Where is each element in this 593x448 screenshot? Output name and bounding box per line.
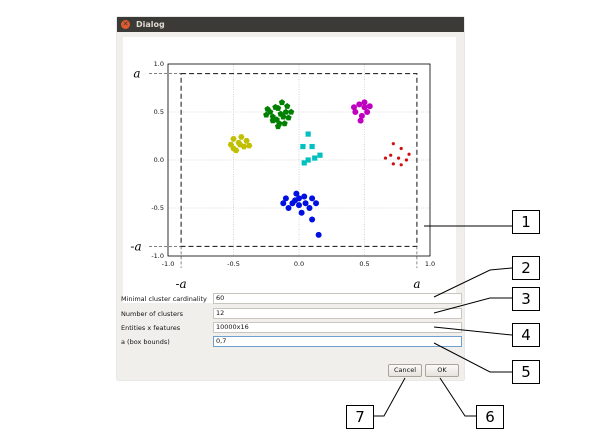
data-point bbox=[352, 109, 359, 115]
callout-5: 5 bbox=[512, 360, 540, 384]
field-label-box-bounds: a (box bounds) bbox=[121, 338, 170, 346]
data-point bbox=[246, 142, 253, 149]
data-point bbox=[399, 163, 403, 167]
data-point bbox=[293, 190, 300, 197]
x-tick-label: 0.5 bbox=[359, 260, 369, 268]
box-bounds-rect bbox=[180, 73, 418, 247]
data-point bbox=[356, 101, 363, 108]
box-bounds-input[interactable]: 0,7 bbox=[213, 336, 462, 347]
data-point bbox=[407, 152, 411, 156]
data-point bbox=[312, 155, 318, 161]
callout-6: 6 bbox=[476, 405, 504, 429]
entities-features-input[interactable]: 10000x16 bbox=[213, 322, 462, 333]
x-tick-label: 0.0 bbox=[294, 260, 304, 268]
min-cardinality-input[interactable]: 60 bbox=[213, 293, 462, 304]
data-point bbox=[243, 138, 250, 144]
x-tick-label: -0.5 bbox=[227, 260, 240, 268]
field-label-num-clusters: Number of clusters bbox=[121, 310, 184, 318]
data-point bbox=[277, 110, 284, 117]
y-tick-label: 0.0 bbox=[154, 156, 164, 164]
data-point bbox=[361, 99, 368, 106]
data-point bbox=[309, 195, 316, 202]
data-point bbox=[404, 158, 409, 162]
data-point bbox=[278, 99, 286, 106]
neg-a-y-label: -a bbox=[130, 239, 141, 253]
field-label-entities-features: Entities x features bbox=[121, 324, 181, 332]
data-point bbox=[361, 104, 368, 111]
callout-2: 2 bbox=[512, 256, 540, 280]
data-point bbox=[282, 108, 290, 115]
data-point bbox=[269, 117, 276, 124]
cancel-button[interactable]: Cancel bbox=[388, 364, 422, 377]
data-point bbox=[305, 131, 311, 137]
data-point bbox=[317, 152, 323, 158]
data-point bbox=[230, 136, 237, 142]
data-point bbox=[313, 200, 320, 207]
data-point bbox=[302, 200, 309, 207]
data-point bbox=[309, 143, 315, 150]
a-y-label: a bbox=[133, 67, 140, 81]
ok-button[interactable]: OK bbox=[425, 364, 459, 377]
data-point bbox=[284, 102, 291, 109]
data-point bbox=[298, 209, 305, 216]
callout-1: 1 bbox=[512, 210, 540, 234]
close-icon[interactable]: ✕ bbox=[121, 20, 130, 29]
data-point bbox=[269, 113, 276, 120]
data-point bbox=[285, 205, 292, 211]
data-point bbox=[300, 143, 306, 150]
callout-3: 3 bbox=[512, 287, 540, 311]
x-tick-label: -1.0 bbox=[162, 260, 175, 268]
data-point bbox=[357, 117, 364, 124]
data-point bbox=[281, 120, 288, 127]
data-point bbox=[285, 114, 292, 121]
data-point bbox=[238, 134, 245, 140]
data-point bbox=[306, 205, 313, 211]
plot-area: -1.0 -0.5 0.0 0.5 1.0 1.0 0.5 0.0 -0.5 -1.0 a -a -a a bbox=[123, 37, 456, 303]
y-tick-label: -0.5 bbox=[151, 204, 164, 212]
field-label-min-cardinality: Minimal cluster cardinality bbox=[121, 295, 207, 303]
y-tick-label: 0.5 bbox=[154, 108, 164, 116]
y-tick-label: -1.0 bbox=[151, 252, 164, 260]
data-point bbox=[301, 160, 307, 166]
data-point bbox=[263, 111, 270, 118]
data-point bbox=[282, 195, 289, 202]
data-point bbox=[315, 231, 322, 238]
x-tick-label: 1.0 bbox=[425, 260, 435, 268]
data-point bbox=[274, 123, 282, 130]
callout-4: 4 bbox=[512, 323, 540, 347]
scatter-plot: -1.0 -0.5 0.0 0.5 1.0 1.0 0.5 0.0 -0.5 -1.0 a -a -a a bbox=[130, 60, 435, 291]
data-point bbox=[236, 141, 244, 148]
data-point bbox=[399, 146, 403, 151]
data-point bbox=[305, 157, 311, 163]
window-title: Dialog bbox=[136, 20, 165, 29]
data-point bbox=[364, 109, 371, 115]
data-point bbox=[288, 108, 295, 115]
data-point bbox=[230, 145, 237, 152]
data-point bbox=[309, 216, 316, 223]
data-point bbox=[383, 156, 388, 160]
data-point bbox=[296, 202, 302, 209]
data-point bbox=[391, 162, 395, 166]
neg-a-x-label: -a bbox=[175, 277, 186, 291]
callout-7: 7 bbox=[346, 405, 374, 429]
data-point bbox=[396, 156, 401, 160]
data-point bbox=[389, 153, 393, 157]
plot-frame bbox=[167, 63, 431, 257]
num-clusters-input[interactable]: 12 bbox=[213, 308, 462, 319]
data-point bbox=[351, 104, 358, 111]
a-x-label: a bbox=[413, 277, 420, 291]
data-point bbox=[358, 112, 365, 119]
data-point bbox=[301, 193, 308, 200]
data-point bbox=[272, 103, 279, 110]
data-point bbox=[391, 142, 395, 146]
y-tick-label: 1.0 bbox=[154, 60, 164, 68]
data-point bbox=[264, 105, 271, 112]
data-point bbox=[292, 197, 299, 204]
data-point bbox=[280, 200, 287, 207]
title-bar: ✕ Dialog bbox=[117, 17, 464, 32]
data-point bbox=[366, 103, 373, 110]
dialog-window: ✕ Dialog -1.0 -0.5 0.0 0.5 1.0 1.0 0.5 0.0 -0.5-… bbox=[117, 17, 464, 380]
